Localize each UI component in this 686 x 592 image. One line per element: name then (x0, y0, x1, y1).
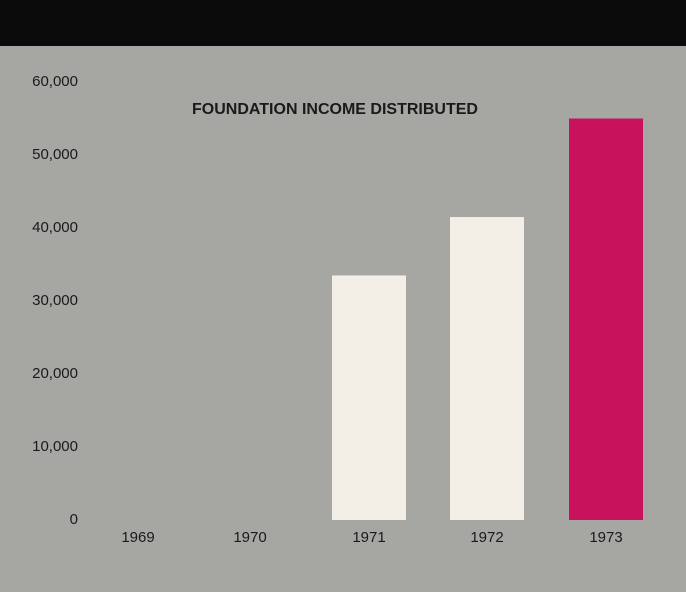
y-tick-label: 0 (70, 511, 78, 528)
x-tick-label: 1970 (233, 529, 266, 546)
top-band (0, 0, 686, 46)
y-tick-label: 20,000 (32, 365, 78, 382)
y-tick-label: 10,000 (32, 438, 78, 455)
x-tick-label: 1973 (589, 529, 622, 546)
chart-title: FOUNDATION INCOME DISTRIBUTED (192, 101, 478, 118)
x-tick-label: 1969 (121, 529, 154, 546)
bar (332, 275, 406, 520)
x-tick-label: 1971 (352, 529, 385, 546)
y-tick-label: 60,000 (32, 73, 78, 90)
y-tick-label: 40,000 (32, 219, 78, 236)
y-tick-label: 50,000 (32, 146, 78, 163)
x-tick-label: 1972 (470, 529, 503, 546)
y-tick-label: 30,000 (32, 292, 78, 309)
bar (569, 118, 643, 520)
bar (450, 217, 524, 521)
